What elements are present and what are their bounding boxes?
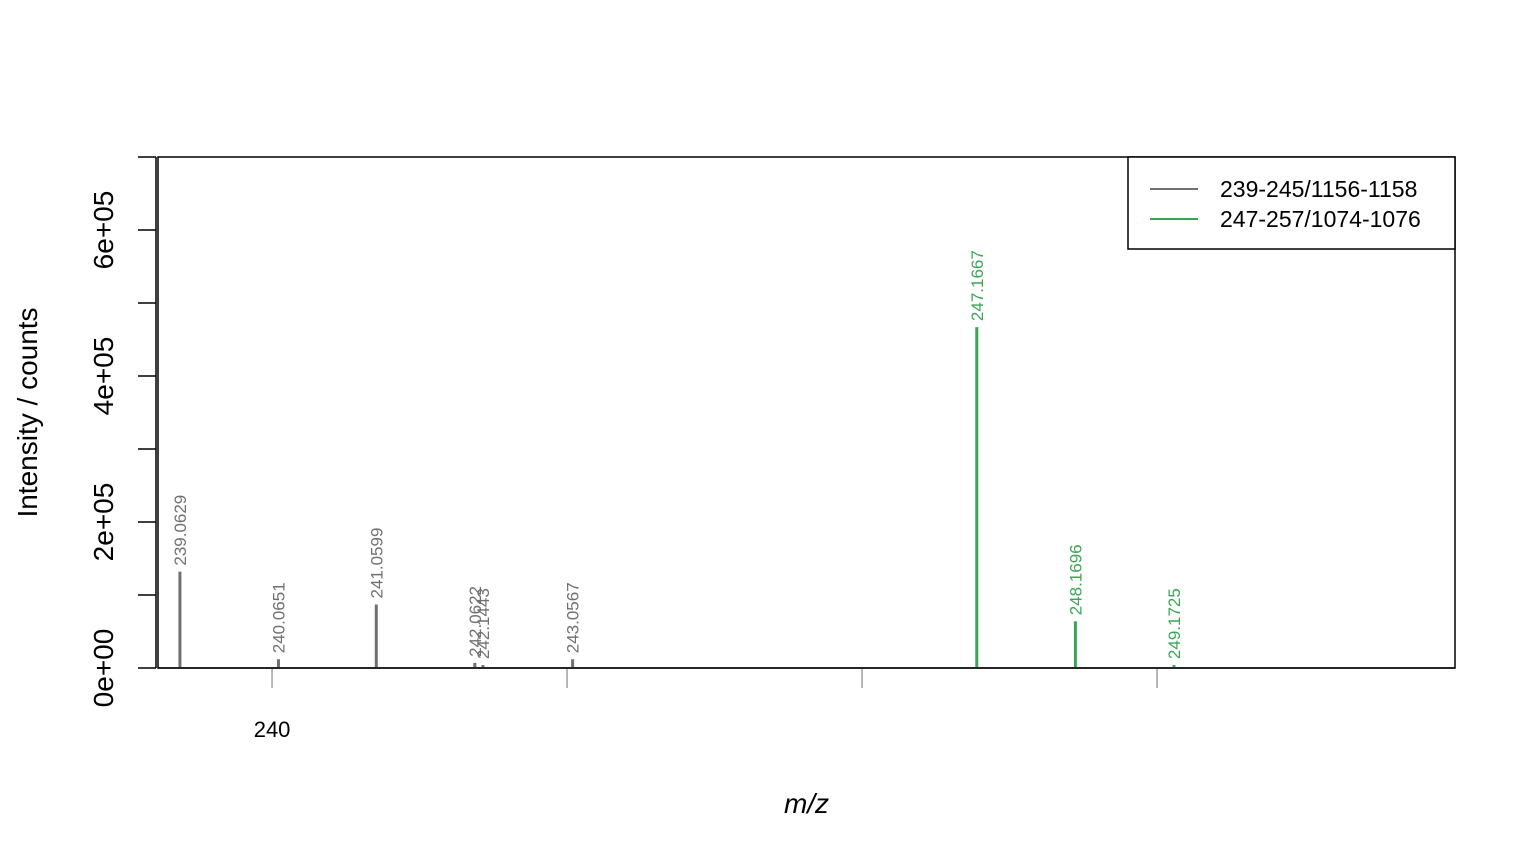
peak-label: 239.0629	[171, 495, 190, 566]
peak-label: 248.1696	[1066, 544, 1085, 615]
peak-label: 242.1443	[474, 588, 493, 659]
y-tick-label: 4e+05	[88, 337, 119, 416]
legend-label: 247-257/1074-1076	[1220, 206, 1421, 232]
peak-bars	[178, 327, 1176, 668]
peak-label: 241.0599	[367, 528, 386, 599]
peak-labels: 239.0629 240.0651 241.0599 242.0622242.1443…	[171, 250, 1184, 659]
y-tick-label: 2e+05	[88, 483, 119, 562]
legend-box	[1127, 156, 1456, 250]
x-axis-label: m/z	[784, 788, 829, 819]
peak-label: 247.1667	[968, 250, 987, 321]
x-axis: 240	[254, 668, 1158, 742]
peak-label: 242.0622	[466, 586, 485, 657]
y-axis-label: Intensity / counts	[12, 307, 43, 517]
x-tick-label: 240	[254, 717, 291, 742]
y-tick-label: 0e+00	[88, 629, 119, 708]
legend-label: 239-245/1156-1158	[1220, 176, 1417, 202]
legend: 239-245/1156-1158 247-257/1074-1076	[1127, 156, 1456, 250]
peak-label: 240.0651	[269, 582, 288, 653]
y-axis: 0e+00 2e+05 4e+05 6e+05	[88, 156, 157, 708]
y-tick-label: 6e+05	[88, 191, 119, 270]
plot-frame	[157, 156, 1456, 669]
peak-label: 249.1725	[1165, 588, 1184, 659]
peak-label: 243.0567	[564, 582, 583, 653]
